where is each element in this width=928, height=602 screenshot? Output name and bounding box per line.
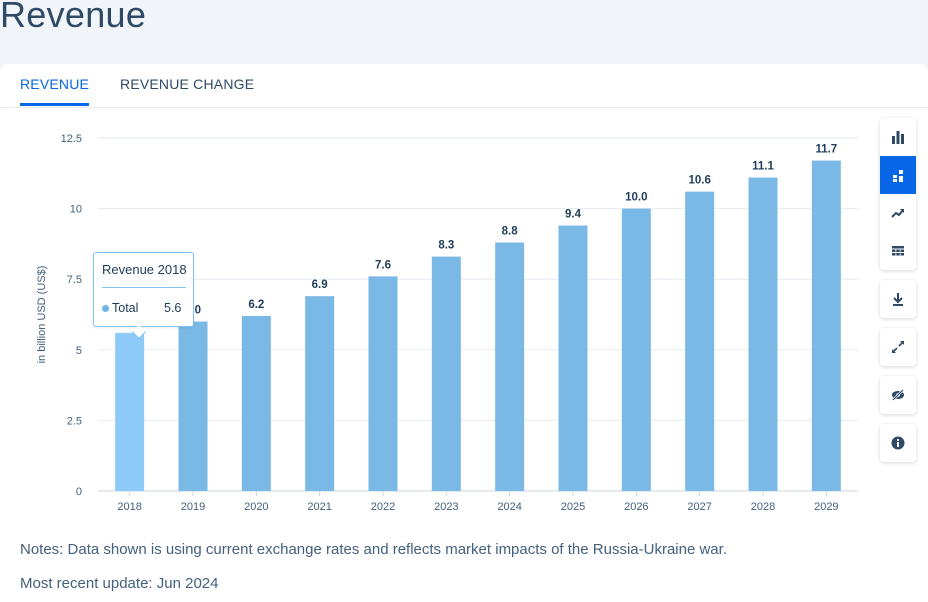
bar [178, 321, 208, 491]
data-label: 8.3 [438, 240, 454, 252]
tab-revenue[interactable]: REVENUE [20, 76, 90, 106]
download-toolbar [880, 280, 916, 318]
trend-line-button[interactable] [880, 194, 916, 232]
page-title: Revenue [0, 0, 147, 35]
bar [685, 191, 715, 491]
stacked-chart-button[interactable] [880, 156, 916, 194]
table-grid-icon [892, 246, 904, 256]
tooltip-title: Revenue 2018 [102, 262, 187, 277]
data-label: 10.6 [688, 175, 710, 187]
chart-tooltip: Revenue 2018 Total 5.6 [93, 252, 194, 340]
x-tick-label: 2022 [371, 501, 395, 513]
x-tick-label: 2021 [307, 501, 331, 513]
bar [241, 315, 271, 491]
fullscreen-button[interactable] [880, 328, 916, 366]
y-tick-label: 12.5 [61, 133, 82, 145]
bar-chart-button[interactable] [880, 118, 916, 156]
tab-bar: REVENUE REVENUE CHANGE [0, 64, 928, 108]
tooltip-divider [102, 287, 186, 288]
y-axis-label: in billion USD (US$) [36, 266, 48, 364]
expand-icon [892, 341, 904, 353]
y-tick-label: 0 [76, 486, 82, 498]
chart-type-toolbar [880, 118, 916, 270]
tooltip-series-label: Total [112, 301, 139, 315]
y-tick-label: 5 [76, 345, 82, 357]
bar [558, 225, 588, 491]
chart-notes: Notes: Data shown is using current excha… [20, 541, 727, 558]
tab-revenue-change[interactable]: REVENUE CHANGE [120, 76, 255, 92]
bar [368, 276, 398, 491]
bar [431, 256, 461, 491]
data-label: 11.1 [752, 161, 774, 173]
data-label: 9.4 [565, 209, 582, 221]
y-tick-label: 2.5 [67, 415, 82, 427]
data-label: 6.9 [312, 279, 328, 291]
visibility-toolbar [880, 376, 916, 414]
stacked-chart-icon [893, 170, 903, 182]
x-tick-label: 2019 [181, 501, 205, 513]
data-label: 7.6 [375, 259, 391, 271]
table-view-button[interactable] [880, 232, 916, 270]
x-tick-label: 2027 [687, 501, 711, 513]
data-label: 6.2 [248, 299, 264, 311]
download-button[interactable] [880, 280, 916, 318]
download-icon [893, 293, 903, 306]
x-tick-label: 2026 [624, 501, 648, 513]
info-icon [891, 436, 905, 450]
x-tick-label: 2018 [117, 501, 141, 513]
info-toolbar [880, 424, 916, 462]
x-tick-label: 2023 [434, 501, 458, 513]
trend-line-icon [891, 209, 904, 218]
tooltip-series-marker [102, 305, 109, 312]
tooltip-series-value: 5.6 [164, 301, 182, 315]
y-tick-label: 10 [70, 204, 82, 216]
bar [495, 242, 525, 491]
x-tick-label: 2020 [244, 501, 268, 513]
data-label: 11.7 [815, 144, 837, 156]
x-tick-label: 2025 [561, 501, 585, 513]
bar [748, 177, 778, 491]
bar-chart-icon [892, 131, 904, 144]
info-button[interactable] [880, 424, 916, 462]
y-tick-label: 7.5 [67, 274, 82, 286]
hide-button[interactable] [880, 376, 916, 414]
hide-icon [892, 389, 904, 401]
data-label: 8.8 [502, 225, 519, 237]
bar [305, 296, 335, 491]
bar [621, 208, 651, 491]
x-tick-label: 2024 [497, 501, 521, 513]
data-label: 10.0 [625, 192, 647, 204]
bar [115, 332, 145, 491]
bar [811, 160, 841, 492]
x-tick-label: 2028 [751, 501, 775, 513]
revenue-bar-chart: 0 2.5 5 7.5 10 12.5 in billion USD (US$) 2018 6.… [36, 133, 858, 513]
x-tick-label: 2029 [814, 501, 838, 513]
fullscreen-toolbar [880, 328, 916, 366]
chart-update-date: Most recent update: Jun 2024 [20, 575, 219, 592]
